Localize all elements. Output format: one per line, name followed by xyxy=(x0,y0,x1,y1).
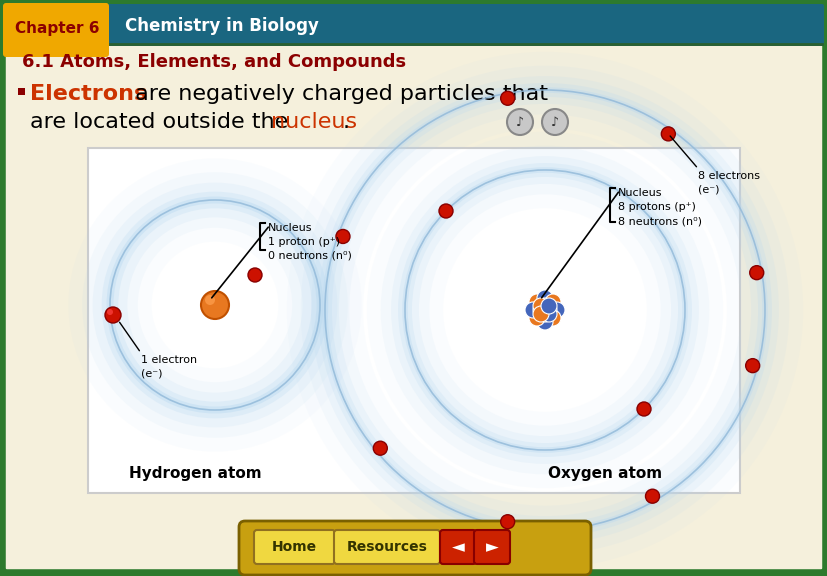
Text: nucleus: nucleus xyxy=(270,112,356,132)
FancyBboxPatch shape xyxy=(239,521,590,575)
Circle shape xyxy=(500,515,514,529)
Circle shape xyxy=(645,489,658,503)
Circle shape xyxy=(548,302,564,318)
Circle shape xyxy=(533,306,548,322)
Text: are located outside the: are located outside the xyxy=(30,112,295,132)
Circle shape xyxy=(636,402,650,416)
Text: 8 electrons
(e⁻): 8 electrons (e⁻) xyxy=(697,171,759,195)
FancyBboxPatch shape xyxy=(3,3,109,57)
Circle shape xyxy=(528,294,544,310)
Circle shape xyxy=(544,310,561,326)
Text: are negatively charged particles that: are negatively charged particles that xyxy=(128,84,547,104)
Circle shape xyxy=(205,295,215,305)
Text: .: . xyxy=(342,112,350,132)
Circle shape xyxy=(336,229,350,244)
Circle shape xyxy=(537,314,552,330)
FancyBboxPatch shape xyxy=(4,4,823,46)
Text: ♪: ♪ xyxy=(515,116,523,128)
Circle shape xyxy=(540,302,557,318)
Text: 1 electron
(e⁻): 1 electron (e⁻) xyxy=(141,355,197,379)
Text: Hydrogen atom: Hydrogen atom xyxy=(128,466,261,481)
Text: Resources: Resources xyxy=(347,540,427,554)
Text: Chemistry in Biology: Chemistry in Biology xyxy=(125,17,318,35)
Circle shape xyxy=(438,204,452,218)
Circle shape xyxy=(201,291,229,319)
FancyBboxPatch shape xyxy=(254,530,335,564)
FancyBboxPatch shape xyxy=(3,3,824,572)
Text: ◄: ◄ xyxy=(451,538,464,556)
Circle shape xyxy=(533,302,548,318)
Text: Chapter 6: Chapter 6 xyxy=(15,21,99,36)
Text: Nucleus
8 protons (p⁺)
8 neutrons (n⁰): Nucleus 8 protons (p⁺) 8 neutrons (n⁰) xyxy=(617,188,701,226)
Circle shape xyxy=(745,359,758,373)
Text: ♪: ♪ xyxy=(550,116,558,128)
FancyBboxPatch shape xyxy=(439,530,476,564)
FancyBboxPatch shape xyxy=(88,148,739,493)
Circle shape xyxy=(542,109,567,135)
Circle shape xyxy=(248,268,261,282)
Circle shape xyxy=(528,310,544,326)
Circle shape xyxy=(544,294,561,310)
Circle shape xyxy=(661,127,675,141)
Circle shape xyxy=(537,298,552,314)
Text: Nucleus
1 proton (p⁺)
0 neutrons (n⁰): Nucleus 1 proton (p⁺) 0 neutrons (n⁰) xyxy=(268,223,351,261)
Circle shape xyxy=(105,307,121,323)
Circle shape xyxy=(506,109,533,135)
FancyBboxPatch shape xyxy=(18,88,25,95)
Text: ►: ► xyxy=(485,538,498,556)
FancyBboxPatch shape xyxy=(333,530,439,564)
Text: 6.1 Atoms, Elements, and Compounds: 6.1 Atoms, Elements, and Compounds xyxy=(22,53,405,71)
Circle shape xyxy=(373,441,387,455)
Circle shape xyxy=(533,298,548,314)
Circle shape xyxy=(500,91,514,105)
Circle shape xyxy=(748,266,762,280)
Text: Home: Home xyxy=(271,540,316,554)
FancyBboxPatch shape xyxy=(473,530,509,564)
Text: Oxygen atom: Oxygen atom xyxy=(547,466,662,481)
Circle shape xyxy=(524,302,540,318)
Circle shape xyxy=(540,306,557,322)
Text: Electrons: Electrons xyxy=(30,84,147,104)
Circle shape xyxy=(537,290,552,306)
Circle shape xyxy=(537,306,552,322)
Circle shape xyxy=(107,309,112,315)
Circle shape xyxy=(540,298,557,314)
